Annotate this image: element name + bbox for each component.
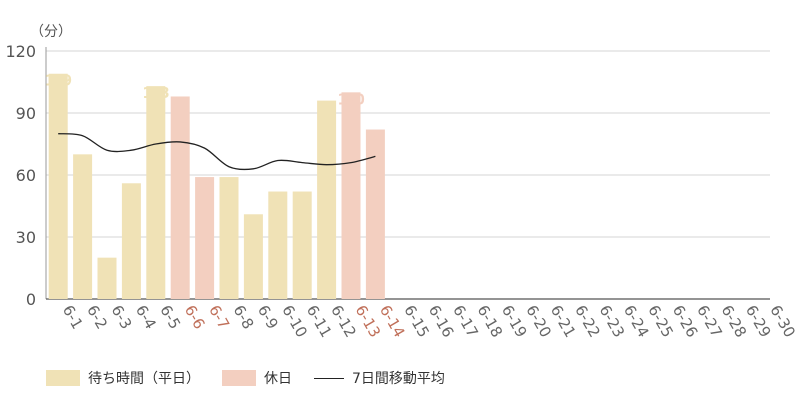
x-tick-label: 6-17 [449,302,482,340]
legend-average: 7日間移動平均 [314,368,445,388]
x-tick-label: 6-1 [59,302,87,332]
bar-value-label: 100 [338,90,365,108]
bar-weekday [97,257,117,299]
bar-value-label: 103 [142,84,169,102]
x-tick-label: 6-20 [522,302,555,340]
x-tick-label: 6-23 [596,302,629,340]
legend-average-label: 7日間移動平均 [352,371,445,387]
bar-weekday [48,73,68,299]
x-tick-label: 6-18 [474,302,507,340]
bar-value-label: 70 [74,152,92,170]
moving-average-line [58,133,376,171]
bar-value-label: 59 [196,175,214,193]
x-tick-label: 6-14 [376,302,409,340]
x-tick-label: 6-22 [571,302,604,340]
x-tick-label: 6-26 [669,302,702,340]
x-tick-label: 6-10 [278,302,311,340]
chart-legend: 待ち時間（平日） 休日 7日間移動平均 [46,369,467,387]
x-tick-label: 6-6 [181,302,209,332]
bar-weekday [146,86,166,299]
x-tick-label: 6-24 [620,302,653,340]
x-tick-label: 6-4 [132,302,160,332]
bar-weekday [268,191,288,299]
bar-holiday [195,177,215,299]
x-tick-label: 6-9 [254,302,282,332]
legend-holiday-swatch [222,370,256,386]
y-tick-label: 60 [16,166,36,185]
bar-weekday [292,191,312,299]
legend-weekday: 待ち時間（平日） [46,368,200,388]
x-tick-label: 6-11 [303,302,336,340]
x-tick-label: 6-16 [425,302,458,340]
bar-weekday [317,100,337,299]
x-tick-label: 6-29 [742,302,775,340]
x-tick-label: 6-19 [498,302,531,340]
bar-value-label: 20 [98,256,116,274]
bar-value-label: 41 [245,212,263,230]
y-tick-label: 0 [26,290,36,309]
x-tick-label: 6-28 [718,302,751,340]
y-tick-label: 30 [16,228,36,247]
x-tick-label: 6-2 [83,302,111,332]
bar-value-label: 96 [318,99,336,117]
bar-value-label: 82 [367,128,385,146]
x-tick-label: 6-8 [230,302,258,332]
bar-weekday [73,154,93,299]
x-tick-label: 6-30 [766,302,799,340]
legend-holiday-label: 休日 [264,371,292,387]
bar-value-label: 98 [171,94,189,112]
bar-holiday [365,129,385,299]
x-tick-label: 6-7 [205,302,233,332]
bar-value-label: 52 [269,190,287,208]
legend-weekday-swatch [46,370,80,386]
x-tick-label: 6-15 [400,302,433,340]
y-axis-unit: （分） [30,24,72,40]
x-tick-label: 6-5 [156,302,184,332]
legend-weekday-label: 待ち時間（平日） [88,371,200,387]
y-tick-label: 90 [16,104,36,123]
bar-holiday [341,92,361,299]
x-tick-label: 6-12 [327,302,360,340]
bar-weekday [243,214,263,299]
x-tick-label: 6-13 [352,302,385,340]
bar-value-label: 52 [293,190,311,208]
legend-holiday: 休日 [222,368,292,388]
x-tick-label: 6-3 [108,302,136,332]
x-tick-label: 6-21 [547,302,580,340]
x-tick-label: 6-27 [693,302,726,340]
legend-average-swatch [314,377,344,379]
bar-value-label: 59 [220,175,238,193]
bar-value-label: 56 [123,181,141,199]
bar-value-label: 109 [45,72,72,90]
bar-holiday [170,96,190,299]
bar-weekday [219,177,239,299]
y-tick-label: 120 [5,42,36,61]
x-tick-label: 6-25 [644,302,677,340]
bar-weekday [121,183,141,299]
